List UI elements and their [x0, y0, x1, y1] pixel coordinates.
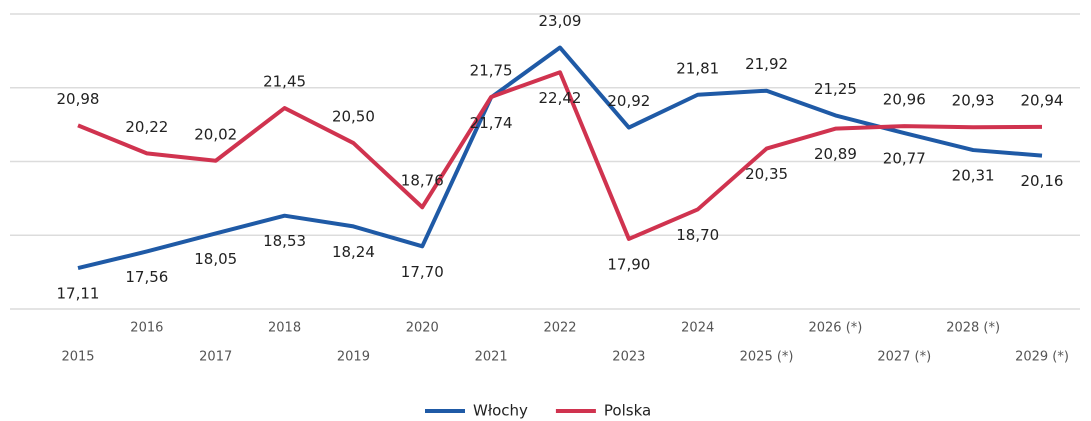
x-tick-label: 2016: [130, 321, 163, 336]
data-label: 18,24: [332, 243, 375, 261]
data-label: 20,31: [952, 167, 995, 185]
data-label: 20,92: [607, 92, 650, 110]
x-tick-label: 2015: [61, 350, 94, 365]
data-label: 20,02: [194, 125, 237, 143]
data-label: 20,89: [814, 145, 857, 163]
x-tick-label: 2025 (*): [740, 350, 794, 365]
data-label: 23,09: [539, 12, 582, 30]
x-tick-label: 2029 (*): [1015, 350, 1069, 365]
x-tick-label: 2026 (*): [808, 321, 862, 336]
data-label: 21,25: [814, 80, 857, 98]
data-label: 20,77: [883, 150, 926, 168]
data-label: 21,45: [263, 73, 306, 91]
data-label: 20,98: [57, 90, 100, 108]
legend-label: Polska: [604, 402, 651, 420]
data-label: 17,70: [401, 263, 444, 281]
data-label: 22,42: [539, 89, 582, 107]
data-label: 20,22: [125, 118, 168, 136]
data-label: 21,81: [676, 59, 719, 77]
data-label: 21,74: [470, 114, 513, 132]
data-label: 21,75: [470, 61, 513, 79]
line-series: [77, 70, 1043, 241]
data-label: 17,56: [125, 268, 168, 286]
x-tick-label: 2017: [199, 350, 232, 365]
x-tick-label: 2023: [612, 350, 645, 365]
data-label: 17,11: [57, 285, 100, 303]
x-tick-label: 2024: [681, 321, 714, 336]
data-label: 20,16: [1021, 172, 1064, 190]
data-label: 20,35: [745, 165, 788, 183]
data-label: 21,92: [745, 55, 788, 73]
data-label: 20,93: [952, 92, 995, 110]
data-label: 17,90: [607, 255, 650, 273]
x-tick-label: 2018: [268, 321, 301, 336]
data-label: 20,96: [883, 91, 926, 109]
x-tick-label: 2019: [337, 350, 370, 365]
x-tick-label: 2022: [543, 321, 576, 336]
data-label: 20,94: [1021, 91, 1064, 109]
data-label: 20,50: [332, 108, 375, 126]
x-tick-label: 2020: [406, 321, 439, 336]
x-tick-label: 2021: [475, 350, 508, 365]
x-tick-label: 2028 (*): [946, 321, 1000, 336]
data-label: 18,76: [401, 172, 444, 190]
legend-label: Włochy: [473, 402, 528, 420]
data-label: 18,70: [676, 226, 719, 244]
data-label: 18,05: [194, 250, 237, 268]
x-tick-label: 2027 (*): [877, 350, 931, 365]
data-label: 18,53: [263, 232, 306, 250]
